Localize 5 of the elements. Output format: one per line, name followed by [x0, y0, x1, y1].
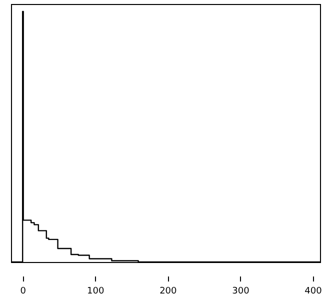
- x-tick-label: 300: [232, 286, 250, 296]
- x-tick-label: 200: [160, 286, 178, 296]
- x-tick-label: 0: [20, 286, 26, 296]
- x-tick-label: 400: [304, 286, 322, 296]
- x-tick-label: 100: [87, 286, 104, 296]
